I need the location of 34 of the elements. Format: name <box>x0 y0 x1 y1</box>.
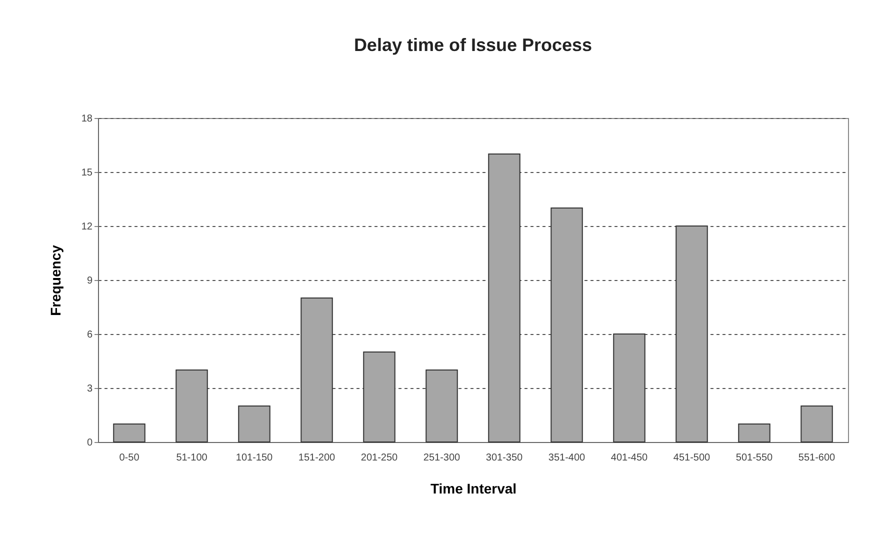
bar <box>488 154 520 442</box>
bar <box>800 406 833 442</box>
x-tick-label: 101-150 <box>236 452 274 464</box>
bar <box>613 334 646 442</box>
y-axis-title: Frequency <box>47 244 64 316</box>
x-tick-label: 251-300 <box>423 452 461 464</box>
bar <box>363 352 396 442</box>
x-tick-label: 301-350 <box>486 452 524 464</box>
x-tick-label: 151-200 <box>298 452 336 464</box>
y-tick-label: 12 <box>81 222 93 232</box>
x-tick-label: 201-250 <box>360 452 398 464</box>
x-tick-label: 501-550 <box>736 452 774 464</box>
bar <box>426 370 458 442</box>
bar <box>113 424 146 442</box>
bar <box>300 298 333 442</box>
bar <box>738 424 770 442</box>
y-tick-label: 3 <box>86 384 93 394</box>
x-axis-title: Time Interval <box>430 480 517 496</box>
y-tick-label: 9 <box>86 276 93 286</box>
x-tick-label: 451-500 <box>673 452 711 464</box>
x-tick-label: 0-50 <box>119 452 140 464</box>
y-tick-label: 18 <box>81 114 93 124</box>
y-tick-label: 0 <box>86 438 93 448</box>
x-tick-label: 551-600 <box>798 452 836 464</box>
x-tick-label: 51-100 <box>176 452 208 464</box>
x-tick-label: 401-450 <box>610 452 648 464</box>
x-tick-label: 351-400 <box>548 452 586 464</box>
bar <box>550 208 583 442</box>
chart-title: Delay time of Issue Process <box>354 35 592 55</box>
y-tick-label: 6 <box>86 330 93 340</box>
bar <box>238 406 270 442</box>
bar <box>176 370 208 442</box>
bar <box>676 226 708 442</box>
y-tick-label: 15 <box>81 168 93 178</box>
